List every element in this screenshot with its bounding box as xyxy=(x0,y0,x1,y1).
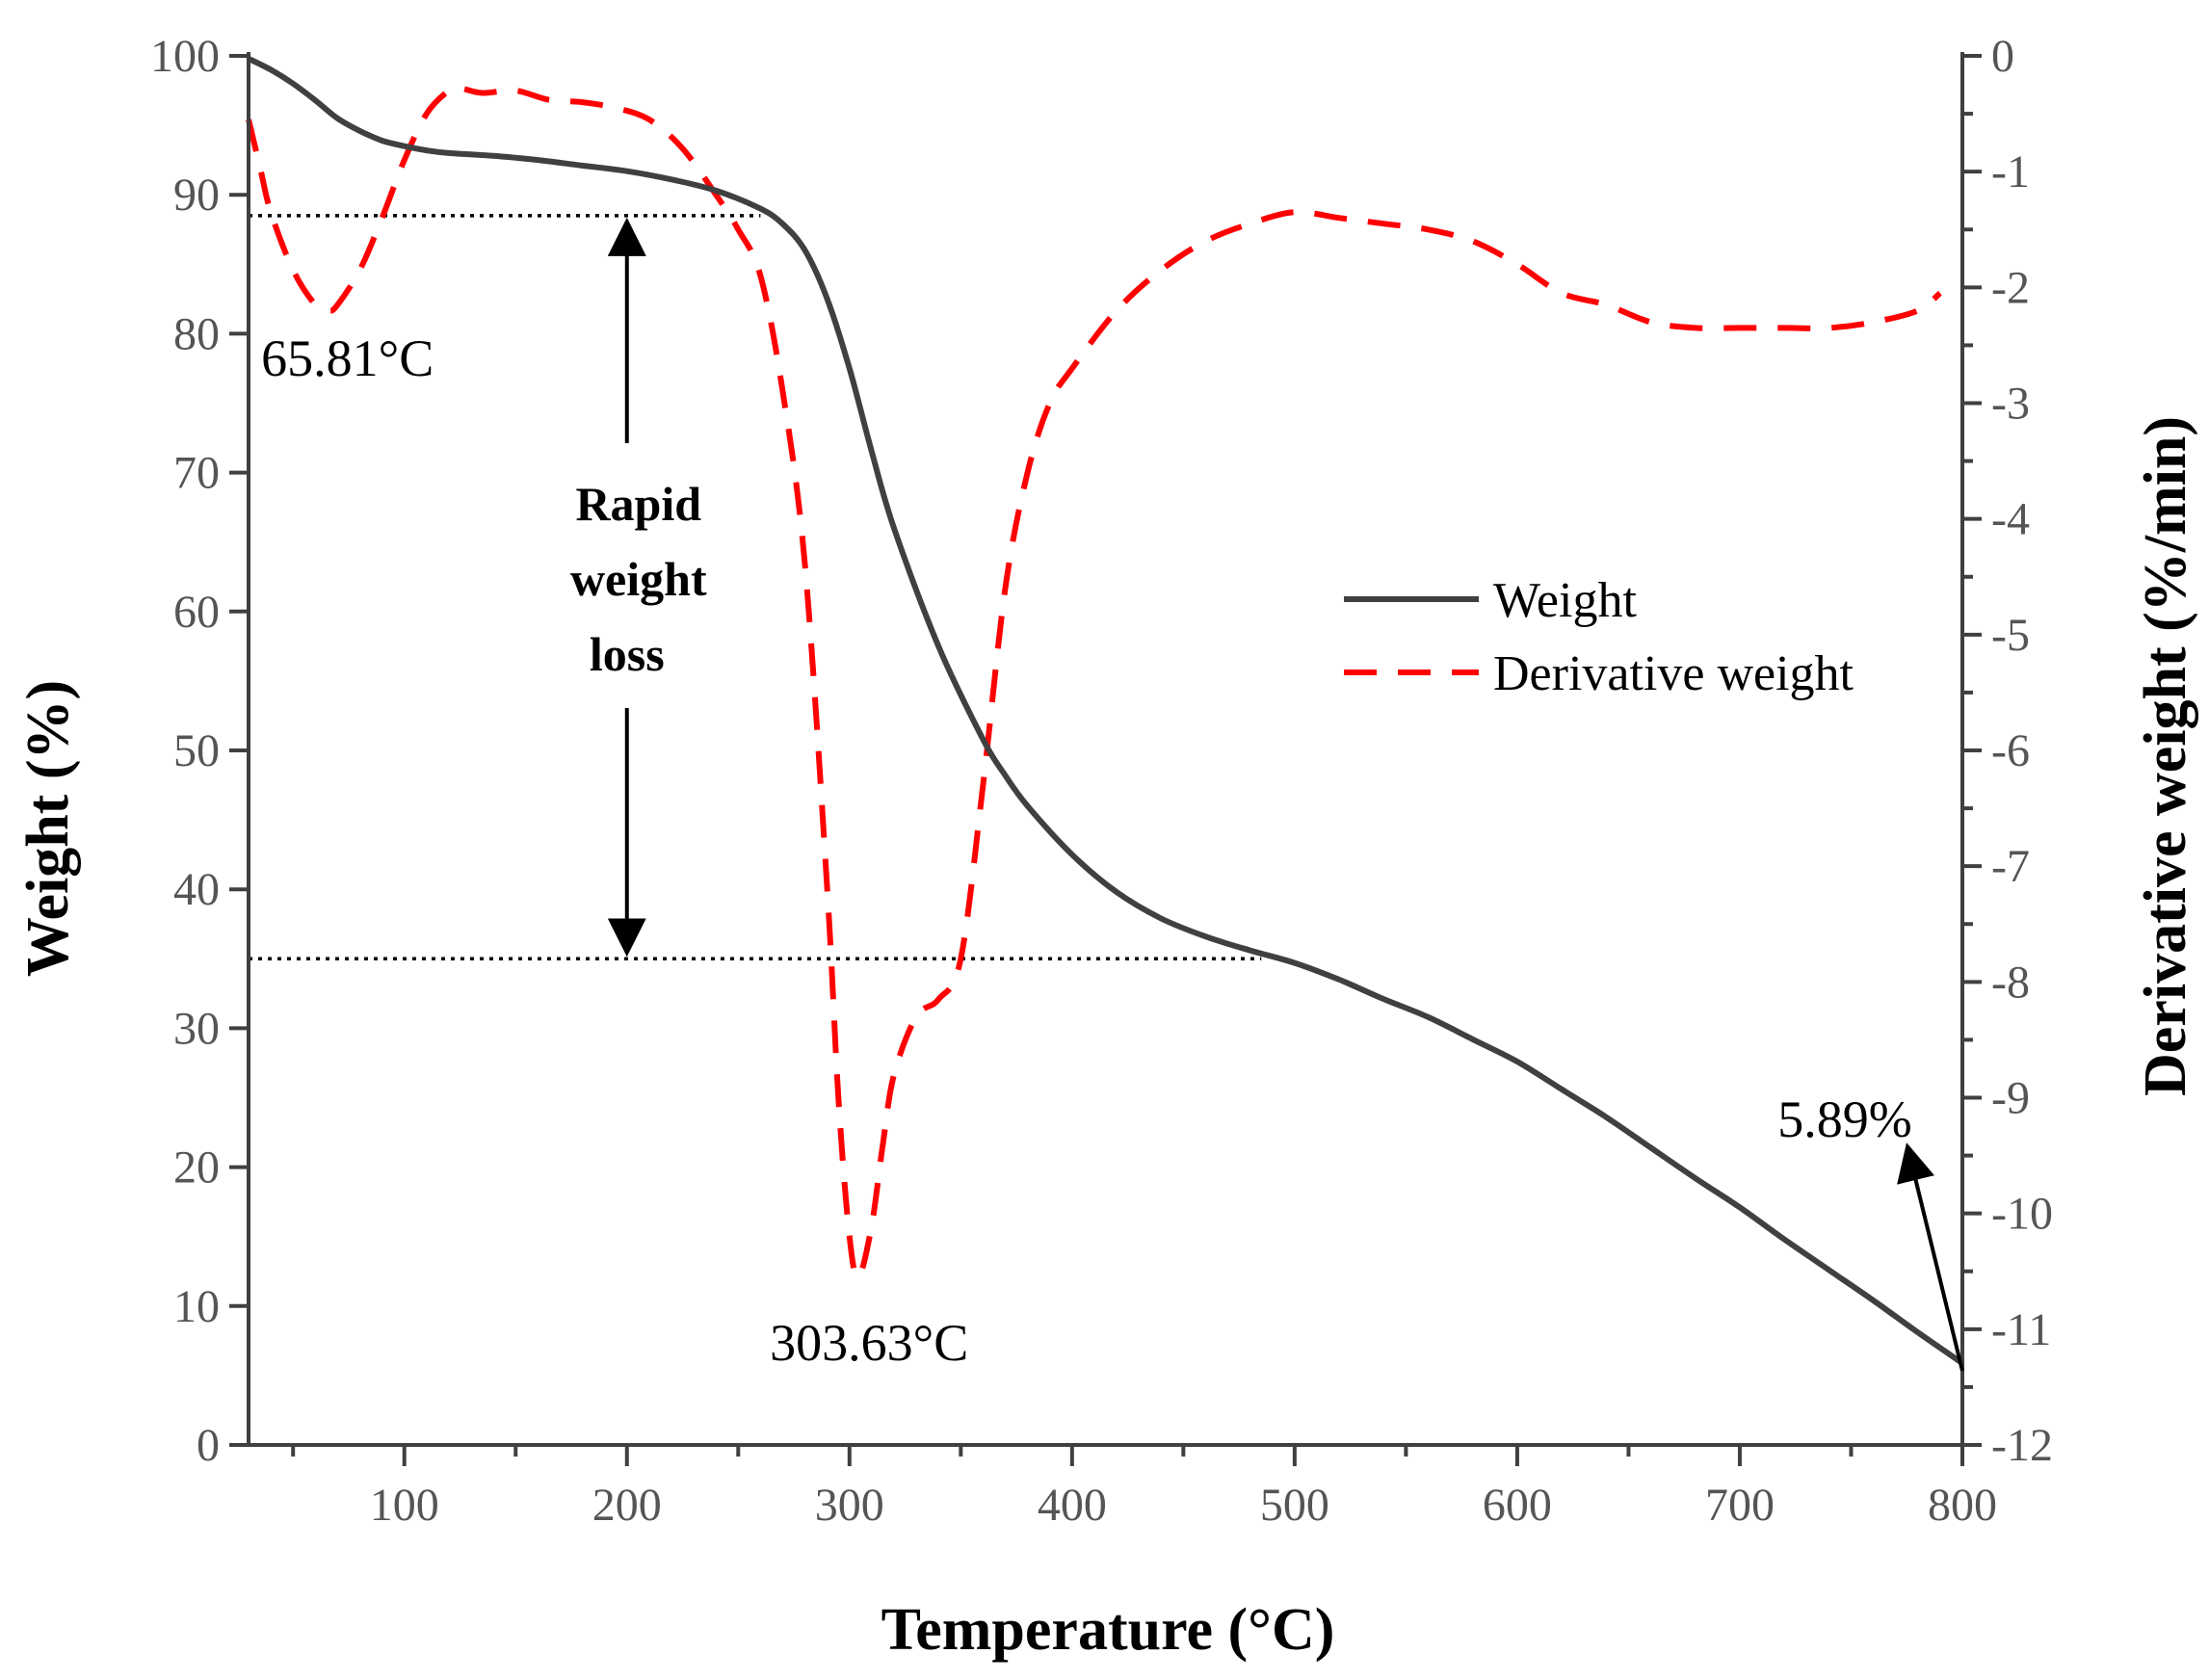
x-tick-label: 300 xyxy=(815,1480,884,1531)
y2-tick-label: -4 xyxy=(1991,494,2030,545)
y-tick-label: 40 xyxy=(173,864,220,915)
x-tick-label: 800 xyxy=(1928,1480,1997,1531)
y2-tick-label: -2 xyxy=(1991,262,2030,313)
x-tick-label: 400 xyxy=(1038,1480,1107,1531)
y-tick-label: 30 xyxy=(173,1003,220,1054)
y-tick-label: 70 xyxy=(173,448,220,499)
y-tick-label: 90 xyxy=(173,170,220,221)
axis-ticks: 100 200 300 400 500 600 700 8000102030405060708… xyxy=(150,31,2053,1531)
legend-derivative-label: Derivative weight xyxy=(1493,646,1854,701)
x-axis-title: Temperature (°C) xyxy=(881,1597,1335,1663)
rapid-loss-label-line2: weight xyxy=(570,552,707,606)
y2-tick-label: -9 xyxy=(1991,1073,2030,1124)
legend-weight-label: Weight xyxy=(1493,573,1637,628)
y2-tick-label: -11 xyxy=(1991,1304,2051,1355)
y2-tick-label: 0 xyxy=(1991,31,2014,82)
y2-tick-label: -1 xyxy=(1991,146,2030,197)
y2-tick-label: -8 xyxy=(1991,957,2030,1008)
y-tick-label: 50 xyxy=(173,725,220,776)
x-tick-label: 700 xyxy=(1705,1480,1775,1531)
x-tick-label: 600 xyxy=(1483,1480,1552,1531)
y2-tick-label: -7 xyxy=(1991,841,2030,892)
final-weight-label: 5.89% xyxy=(1777,1090,1911,1148)
y2-tick-label: -12 xyxy=(1991,1420,2053,1471)
peak1-label: 65.81°C xyxy=(261,329,434,387)
x-tick-label: 100 xyxy=(370,1480,439,1531)
y2-tick-label: -10 xyxy=(1991,1189,2053,1240)
y-tick-label: 20 xyxy=(173,1142,220,1194)
x-tick-label: 200 xyxy=(592,1480,662,1531)
y-axis-title: Weight (%) xyxy=(15,680,81,977)
weight-series xyxy=(247,56,1964,1366)
y-tick-label: 10 xyxy=(173,1281,220,1332)
legend: Weight Derivative weight xyxy=(1344,573,1854,701)
derivative-weight-series xyxy=(246,85,1942,1280)
rapid-loss-label-line1: Rapid xyxy=(575,477,701,531)
y-tick-label: 80 xyxy=(173,308,220,359)
peak2-label: 303.63°C xyxy=(770,1314,968,1372)
y-tick-label: 60 xyxy=(173,587,220,638)
y2-tick-label: -3 xyxy=(1991,379,2030,430)
final-weight-arrow xyxy=(1897,1142,1964,1372)
y-tick-label: 0 xyxy=(197,1420,220,1471)
y2-axis-title: Derivative weight (%/min) xyxy=(2133,416,2198,1096)
y2-tick-label: -6 xyxy=(1991,725,2030,776)
y2-tick-label: -5 xyxy=(1991,610,2030,661)
y-tick-label: 100 xyxy=(150,31,220,82)
x-tick-label: 500 xyxy=(1260,1480,1329,1531)
rapid-loss-label-line3: loss xyxy=(590,627,665,681)
